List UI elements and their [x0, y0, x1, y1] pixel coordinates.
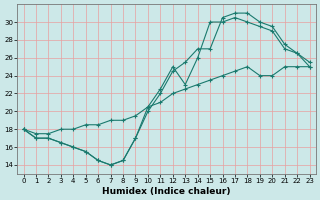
X-axis label: Humidex (Indice chaleur): Humidex (Indice chaleur) — [102, 187, 231, 196]
